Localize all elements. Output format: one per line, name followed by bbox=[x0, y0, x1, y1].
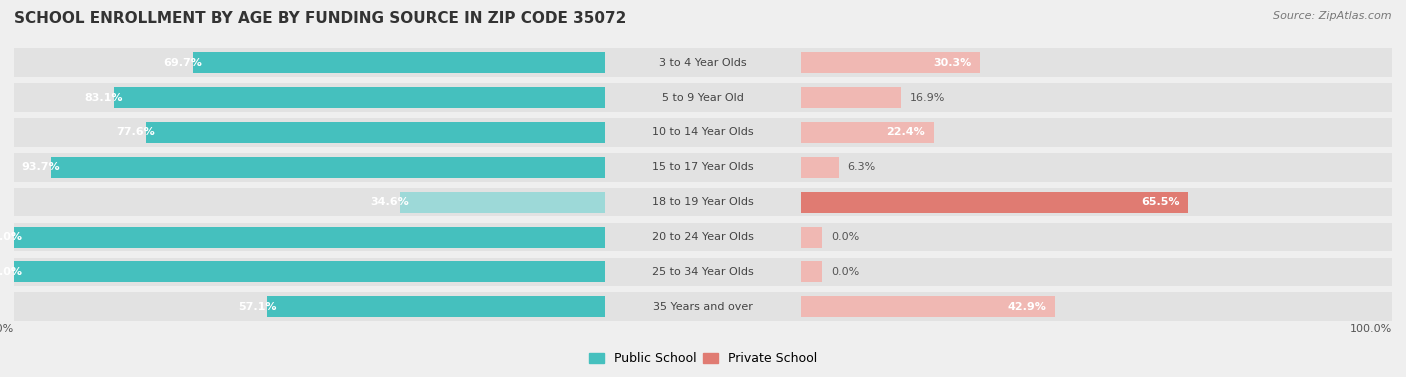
Bar bbox=[801, 157, 838, 178]
Bar bbox=[801, 188, 1392, 216]
Text: 0.0%: 0.0% bbox=[831, 267, 859, 277]
Text: 22.4%: 22.4% bbox=[886, 127, 925, 138]
Text: 5 to 9 Year Old: 5 to 9 Year Old bbox=[662, 92, 744, 103]
Bar bbox=[801, 293, 1392, 321]
Bar bbox=[801, 52, 980, 73]
Text: 35 Years and over: 35 Years and over bbox=[652, 302, 754, 312]
Bar bbox=[801, 87, 901, 108]
Text: 15 to 17 Year Olds: 15 to 17 Year Olds bbox=[652, 162, 754, 172]
Bar bbox=[51, 157, 605, 178]
Bar bbox=[605, 257, 801, 286]
Bar bbox=[14, 83, 605, 112]
Bar bbox=[114, 87, 605, 108]
Text: 69.7%: 69.7% bbox=[163, 58, 202, 68]
Bar bbox=[801, 257, 1392, 286]
Text: 0.0%: 0.0% bbox=[831, 232, 859, 242]
Text: 42.9%: 42.9% bbox=[1007, 302, 1046, 312]
Bar bbox=[267, 296, 605, 317]
Bar bbox=[801, 48, 1392, 77]
Bar bbox=[801, 122, 934, 143]
Bar bbox=[605, 188, 801, 216]
Bar bbox=[401, 192, 605, 213]
Bar bbox=[605, 83, 801, 112]
Text: 57.1%: 57.1% bbox=[238, 302, 276, 312]
Text: 18 to 19 Year Olds: 18 to 19 Year Olds bbox=[652, 197, 754, 207]
Text: 100.0%: 100.0% bbox=[1350, 324, 1392, 334]
Bar bbox=[14, 227, 605, 248]
Bar bbox=[605, 153, 801, 182]
Text: 65.5%: 65.5% bbox=[1140, 197, 1180, 207]
Text: 83.1%: 83.1% bbox=[84, 92, 122, 103]
Bar bbox=[801, 118, 1392, 147]
Bar bbox=[605, 293, 801, 321]
Text: 20 to 24 Year Olds: 20 to 24 Year Olds bbox=[652, 232, 754, 242]
Bar bbox=[801, 223, 1392, 251]
Bar bbox=[14, 118, 605, 147]
Bar bbox=[14, 153, 605, 182]
Bar bbox=[14, 262, 605, 282]
Bar bbox=[801, 227, 823, 248]
Text: 34.6%: 34.6% bbox=[370, 197, 409, 207]
Bar bbox=[801, 153, 1392, 182]
Bar bbox=[801, 296, 1054, 317]
Bar bbox=[801, 83, 1392, 112]
Text: 100.0%: 100.0% bbox=[0, 232, 22, 242]
Bar bbox=[14, 293, 605, 321]
Bar bbox=[193, 52, 605, 73]
Bar bbox=[14, 188, 605, 216]
Bar bbox=[146, 122, 605, 143]
Text: 25 to 34 Year Olds: 25 to 34 Year Olds bbox=[652, 267, 754, 277]
Text: 3 to 4 Year Olds: 3 to 4 Year Olds bbox=[659, 58, 747, 68]
Legend: Public School, Private School: Public School, Private School bbox=[583, 347, 823, 370]
Bar bbox=[14, 257, 605, 286]
Bar bbox=[14, 48, 605, 77]
Text: 30.3%: 30.3% bbox=[934, 58, 972, 68]
Bar bbox=[14, 223, 605, 251]
Text: 100.0%: 100.0% bbox=[0, 267, 22, 277]
Bar bbox=[605, 118, 801, 147]
Text: 10 to 14 Year Olds: 10 to 14 Year Olds bbox=[652, 127, 754, 138]
Text: 77.6%: 77.6% bbox=[117, 127, 155, 138]
Bar bbox=[605, 223, 801, 251]
Bar bbox=[801, 262, 823, 282]
Text: Source: ZipAtlas.com: Source: ZipAtlas.com bbox=[1274, 11, 1392, 21]
Text: 16.9%: 16.9% bbox=[910, 92, 945, 103]
Text: 100.0%: 100.0% bbox=[0, 324, 14, 334]
Text: SCHOOL ENROLLMENT BY AGE BY FUNDING SOURCE IN ZIP CODE 35072: SCHOOL ENROLLMENT BY AGE BY FUNDING SOUR… bbox=[14, 11, 627, 26]
Bar bbox=[801, 192, 1188, 213]
Bar bbox=[605, 48, 801, 77]
Text: 6.3%: 6.3% bbox=[848, 162, 876, 172]
Text: 93.7%: 93.7% bbox=[21, 162, 60, 172]
